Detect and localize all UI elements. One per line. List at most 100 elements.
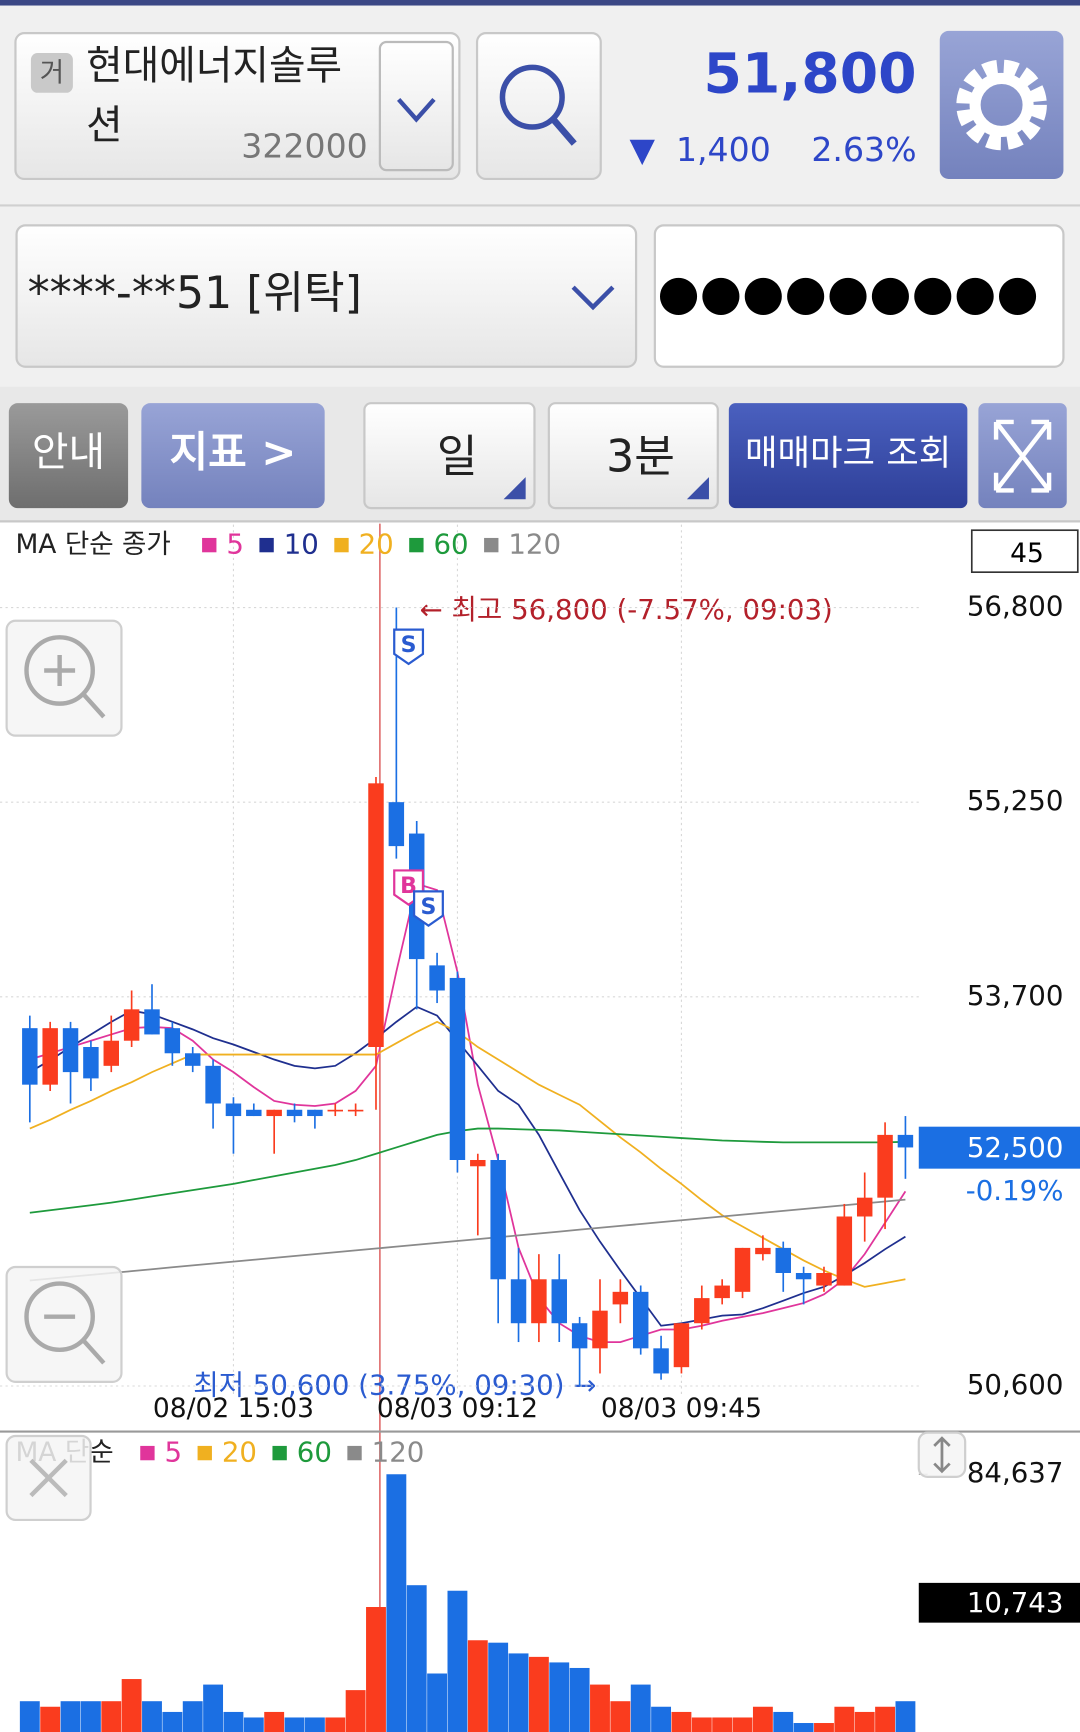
password: ●●●●●●●●●: [657, 265, 1038, 321]
legend-label: 10: [284, 528, 319, 561]
ma-line: [29, 1020, 906, 1288]
volume-bar: [19, 1701, 40, 1732]
legend-label: 120: [372, 1436, 425, 1469]
candle-body: [551, 1279, 567, 1324]
volume-bar: [651, 1706, 672, 1732]
candle-body: [144, 1009, 160, 1035]
volume-bar: [325, 1717, 346, 1732]
legend-label: 5: [165, 1436, 183, 1469]
stock-box[interactable]: [14, 32, 461, 181]
legend-swatch: [409, 537, 424, 553]
candle-body: [714, 1285, 730, 1299]
volume-bar: [345, 1690, 366, 1732]
volume-bar: [630, 1684, 651, 1732]
zoom-icon: [24, 1281, 95, 1353]
volume-bar: [142, 1701, 162, 1732]
candle-body: [775, 1247, 791, 1273]
stock-dropdown[interactable]: [378, 40, 454, 172]
trade-marks-button[interactable]: [728, 403, 968, 509]
guide-button[interactable]: [8, 403, 129, 509]
candle-body: [368, 783, 384, 1047]
period-button[interactable]: [363, 402, 536, 510]
volume-bar: [182, 1701, 203, 1732]
candle-body: [327, 1109, 343, 1112]
exchange-badge: [30, 53, 73, 93]
search-button[interactable]: [475, 32, 602, 181]
volume-bar: [467, 1640, 488, 1732]
ma-line: [29, 1005, 906, 1327]
last-price-tag: [918, 1126, 1080, 1169]
y-tick-label: 84,637: [967, 1456, 1064, 1489]
candle-body: [836, 1216, 853, 1286]
trade-marker-label: S: [401, 633, 417, 658]
resize-icon: [933, 1436, 951, 1474]
volume-bar: [854, 1711, 875, 1732]
change-percent: 2.63%: [811, 130, 916, 169]
gear-teeth: [956, 59, 1047, 151]
legend-title: MA 단순 종가: [15, 529, 170, 560]
candle-body: [755, 1247, 771, 1255]
volume-bar: [590, 1684, 610, 1732]
candle-body: [246, 1109, 262, 1117]
candle-body: [510, 1279, 527, 1324]
period-label: 일: [437, 432, 478, 483]
volume-bar: [569, 1667, 590, 1732]
candle-body: [22, 1028, 38, 1085]
search-icon: [499, 64, 565, 130]
legend-label: 20: [359, 528, 394, 561]
volume-bar: [875, 1706, 896, 1732]
candle-body: [103, 1040, 119, 1066]
password-box[interactable]: [653, 224, 1065, 368]
count-box[interactable]: [970, 529, 1079, 574]
volume-bar: [447, 1590, 468, 1732]
exchange-badge-text: 거: [40, 58, 64, 89]
x-tick-label: 08/03 09:45: [601, 1393, 762, 1424]
volume-bar: [793, 1723, 814, 1732]
trade-marker: [393, 628, 425, 666]
interval-button[interactable]: [547, 402, 719, 510]
volume-bar: [752, 1706, 773, 1732]
volume-bar: [386, 1474, 407, 1732]
legend-label: 120: [508, 528, 561, 561]
candle-body: [307, 1109, 323, 1117]
legend-swatch: [334, 537, 349, 553]
volume-bar: [610, 1701, 631, 1732]
volume-bar: [488, 1642, 509, 1732]
y-tick-label: 56,800: [967, 590, 1064, 623]
candle-body: [592, 1310, 608, 1349]
indicator-button[interactable]: [141, 403, 325, 509]
volume-bar: [101, 1701, 122, 1732]
ma-line: [29, 882, 907, 1343]
chevron: [396, 97, 436, 123]
trade-marker-label: B: [400, 874, 417, 899]
legend-swatch: [140, 1445, 155, 1461]
x-tick-label: 08/02 15:03: [153, 1393, 314, 1424]
volume-bar: [60, 1701, 81, 1732]
candle-body: [164, 1028, 181, 1054]
stock-name-2: 션: [86, 103, 123, 149]
candle-body: [184, 1053, 201, 1066]
search-icon-handle: [550, 117, 577, 146]
status-strip: [0, 0, 1080, 6]
settings-button[interactable]: [939, 30, 1064, 179]
y-tick-label: 50,600: [967, 1368, 1064, 1401]
low-annotation: 최저 50,600 (3.75%, 09:30) →: [193, 1368, 596, 1401]
account-box[interactable]: [15, 224, 638, 368]
change-amount: 1,400: [676, 130, 771, 169]
candle-body: [877, 1134, 893, 1198]
candle-body: [449, 977, 466, 1160]
change-arrow: ▼: [629, 130, 655, 169]
volume-bar: [732, 1717, 753, 1732]
expand-icon: [993, 419, 1052, 493]
legend-label: 60: [433, 528, 468, 561]
candle-body: [694, 1298, 710, 1324]
legend-swatch: [259, 537, 274, 553]
candle-body: [205, 1065, 221, 1104]
trade-marker-label: S: [421, 895, 437, 920]
last-change: -0.19%: [966, 1174, 1064, 1207]
candle-body: [266, 1109, 282, 1117]
candle-body: [83, 1046, 99, 1079]
candle-body: [632, 1291, 649, 1349]
volume-bar: [895, 1701, 916, 1732]
volume-bar: [203, 1684, 224, 1732]
